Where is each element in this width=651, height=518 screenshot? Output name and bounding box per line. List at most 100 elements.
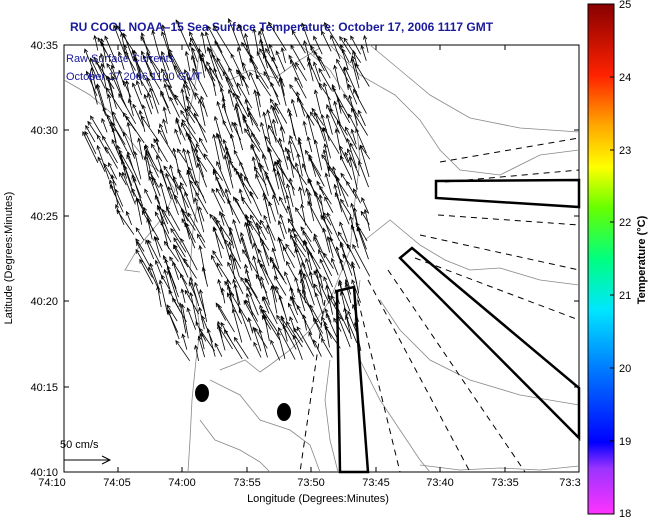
current-vector xyxy=(288,228,298,253)
current-vector xyxy=(141,210,160,240)
current-vector xyxy=(159,123,168,144)
current-vector-head xyxy=(181,122,186,128)
current-vector xyxy=(313,339,322,357)
current-vector xyxy=(197,234,206,249)
current-vector xyxy=(314,112,326,142)
current-vector-head xyxy=(322,212,328,217)
current-vector-head xyxy=(216,100,221,106)
current-vector xyxy=(245,99,254,126)
current-vector-head xyxy=(168,48,173,54)
current-vector-head xyxy=(167,308,171,314)
current-vector-head xyxy=(297,288,302,294)
current-vector-head xyxy=(96,134,101,140)
current-vector-head xyxy=(352,49,357,55)
current-vector xyxy=(215,188,226,204)
current-vector-head xyxy=(275,285,280,291)
current-vector-head xyxy=(346,180,351,186)
current-vector-head xyxy=(230,292,235,297)
current-vector xyxy=(140,115,160,142)
current-vector xyxy=(293,335,303,360)
current-vector-head xyxy=(260,276,264,281)
current-vector xyxy=(199,245,207,280)
current-vector xyxy=(308,251,321,276)
current-vector xyxy=(340,44,349,71)
current-vector xyxy=(111,122,128,152)
current-vector-head xyxy=(308,331,313,337)
current-vector-head xyxy=(161,274,166,280)
current-vector xyxy=(199,289,208,323)
current-vector xyxy=(309,304,322,325)
current-vector-head xyxy=(360,44,365,50)
current-vector xyxy=(277,331,286,360)
current-vector xyxy=(248,317,254,334)
current-vector-head xyxy=(116,209,121,215)
current-vector-head xyxy=(227,199,232,204)
current-vector xyxy=(259,329,268,358)
current-vector xyxy=(334,302,351,334)
current-vector xyxy=(205,31,214,56)
current-vector xyxy=(334,65,341,90)
current-vector xyxy=(343,37,362,63)
current-vector-head xyxy=(249,71,254,77)
current-vector xyxy=(303,121,308,136)
current-vector xyxy=(230,53,245,81)
current-vector-head xyxy=(233,121,238,127)
current-vector-head xyxy=(305,187,310,193)
current-vector-head xyxy=(272,167,277,172)
current-vector-head xyxy=(216,262,221,268)
current-vector-head xyxy=(143,206,148,212)
current-vector xyxy=(357,227,367,250)
current-vector xyxy=(199,99,206,127)
current-vector-head xyxy=(324,307,329,313)
current-vector-head xyxy=(227,261,232,267)
current-vector-head xyxy=(179,181,184,187)
current-vector xyxy=(164,241,179,262)
current-vector-head xyxy=(206,328,211,333)
current-vector xyxy=(144,94,153,115)
current-vector-head xyxy=(153,138,158,144)
current-vector-head xyxy=(246,222,251,228)
current-vector xyxy=(245,269,252,286)
current-vector xyxy=(229,231,234,249)
current-vector xyxy=(97,145,110,180)
current-vector xyxy=(335,192,350,225)
current-vector xyxy=(145,239,155,260)
current-vector-head xyxy=(321,337,326,343)
current-vector-head xyxy=(355,222,360,227)
current-vector xyxy=(319,185,332,205)
current-vector xyxy=(351,261,359,294)
current-vector xyxy=(195,345,199,361)
current-vector xyxy=(165,173,178,204)
current-vector xyxy=(340,155,353,180)
current-vector-head xyxy=(148,175,153,181)
current-vector-head xyxy=(280,315,285,321)
current-vector-head xyxy=(224,329,229,334)
current-vector-head xyxy=(296,326,301,331)
current-vector-head xyxy=(298,186,303,192)
current-vector-head xyxy=(249,190,254,196)
current-vector-head xyxy=(248,112,253,118)
current-vector xyxy=(240,277,253,296)
current-vector-head xyxy=(218,304,223,310)
current-vector xyxy=(200,96,208,117)
current-vector-head xyxy=(309,304,314,310)
current-vector xyxy=(168,186,179,216)
current-vector xyxy=(306,188,315,222)
current-vector-head xyxy=(260,263,265,269)
current-vector-head xyxy=(220,321,225,327)
current-vector-head xyxy=(186,307,191,313)
current-vector-head xyxy=(323,143,328,148)
current-vector xyxy=(224,329,243,360)
current-vector-head xyxy=(306,136,311,141)
current-vector-head xyxy=(165,205,170,211)
current-vector-head xyxy=(270,81,275,87)
current-vector xyxy=(274,276,287,296)
current-vector-head xyxy=(133,49,138,55)
current-vector-head xyxy=(200,31,205,37)
current-vector-head xyxy=(133,56,138,62)
current-vector xyxy=(339,36,352,55)
current-vector xyxy=(345,315,358,344)
current-vector xyxy=(290,59,303,88)
current-vector-head xyxy=(145,149,150,155)
current-vector-head xyxy=(278,327,282,332)
